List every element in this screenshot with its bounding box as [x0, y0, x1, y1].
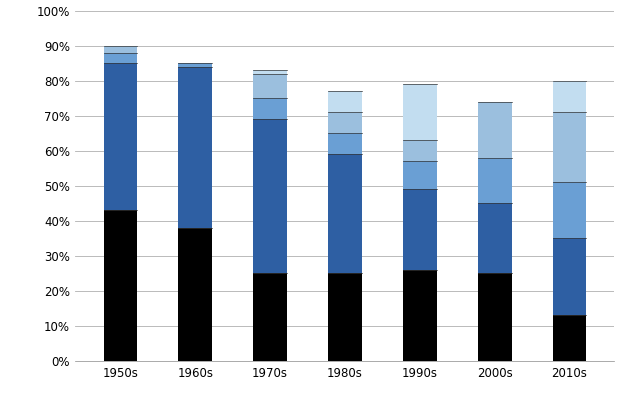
- Bar: [253, 274, 287, 361]
- Bar: [328, 112, 362, 133]
- Bar: [552, 239, 587, 316]
- Bar: [328, 133, 362, 154]
- Bar: [552, 112, 587, 182]
- Bar: [552, 81, 587, 112]
- Bar: [179, 67, 212, 228]
- Bar: [552, 316, 587, 361]
- Bar: [104, 46, 137, 53]
- Bar: [552, 182, 587, 239]
- Bar: [253, 70, 287, 73]
- Bar: [104, 210, 137, 361]
- Bar: [253, 73, 287, 98]
- Bar: [403, 270, 436, 361]
- Bar: [179, 228, 212, 361]
- Bar: [478, 102, 512, 158]
- Bar: [328, 154, 362, 274]
- Bar: [478, 158, 512, 203]
- Bar: [478, 274, 512, 361]
- Bar: [403, 84, 436, 140]
- Bar: [104, 63, 137, 210]
- Bar: [253, 119, 287, 274]
- Bar: [253, 98, 287, 119]
- Bar: [179, 63, 212, 67]
- Bar: [478, 203, 512, 274]
- Bar: [104, 53, 137, 63]
- Bar: [328, 274, 362, 361]
- Bar: [403, 140, 436, 161]
- Bar: [403, 161, 436, 189]
- Bar: [403, 189, 436, 270]
- Bar: [328, 91, 362, 112]
